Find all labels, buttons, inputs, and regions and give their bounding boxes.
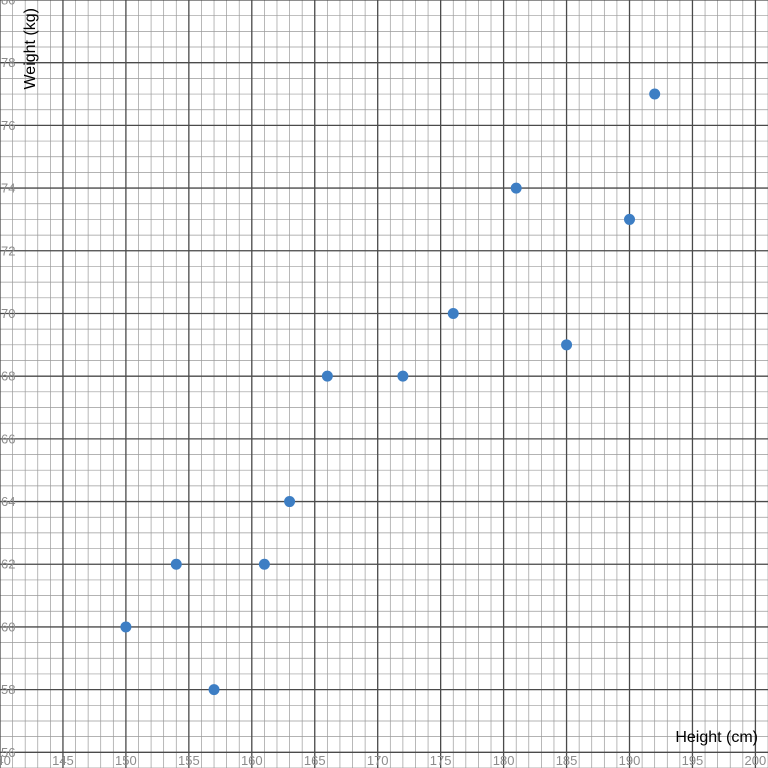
y-tick-label: 62 [1, 557, 15, 572]
x-tick-label: 180 [493, 753, 515, 768]
y-tick-label: 74 [1, 181, 15, 196]
x-tick-label: 140 [0, 753, 11, 768]
data-point [120, 621, 132, 633]
data-points [120, 88, 661, 696]
y-tick-label: 70 [1, 306, 15, 321]
x-tick-label: 160 [241, 753, 263, 768]
x-tick-label: 150 [115, 753, 137, 768]
y-tick-label: 58 [1, 682, 15, 697]
y-tick-label: 72 [1, 243, 15, 258]
data-point [321, 370, 333, 382]
x-tick-labels: 140 145 150 155 160 165 170 175 180 185 190 195 200 [0, 753, 766, 768]
x-tick-label: 190 [619, 753, 641, 768]
x-tick-label: 200 [745, 753, 767, 768]
x-tick-label: 170 [367, 753, 389, 768]
y-tick-label: 76 [1, 118, 15, 133]
data-point [397, 370, 409, 382]
y-tick-label: 68 [1, 369, 15, 384]
y-axis-title: Weight (kg) [22, 8, 39, 90]
data-point [447, 307, 459, 319]
y-tick-label: 56 [1, 745, 15, 760]
y-tick-labels: 56 58 60 62 64 66 68 70 72 74 76 78 80 [1, 0, 15, 760]
x-tick-label: 145 [52, 753, 74, 768]
x-tick-label: 175 [430, 753, 452, 768]
x-tick-label: 185 [556, 753, 578, 768]
x-tick-label: 195 [682, 753, 704, 768]
data-point [510, 182, 522, 194]
data-point [258, 558, 270, 570]
data-point [170, 558, 182, 570]
x-tick-label: 165 [304, 753, 326, 768]
y-tick-label: 64 [1, 494, 15, 509]
x-tick-label: 155 [178, 753, 200, 768]
data-point [624, 213, 636, 225]
data-point [649, 88, 661, 100]
x-axis-title: Height (cm) [675, 729, 758, 746]
y-tick-label: 66 [1, 431, 15, 446]
y-tick-label: 80 [1, 0, 15, 8]
y-tick-label: 78 [1, 55, 15, 70]
data-point [561, 339, 573, 351]
y-tick-label: 60 [1, 619, 15, 634]
data-point [284, 496, 296, 508]
data-point [208, 684, 220, 696]
